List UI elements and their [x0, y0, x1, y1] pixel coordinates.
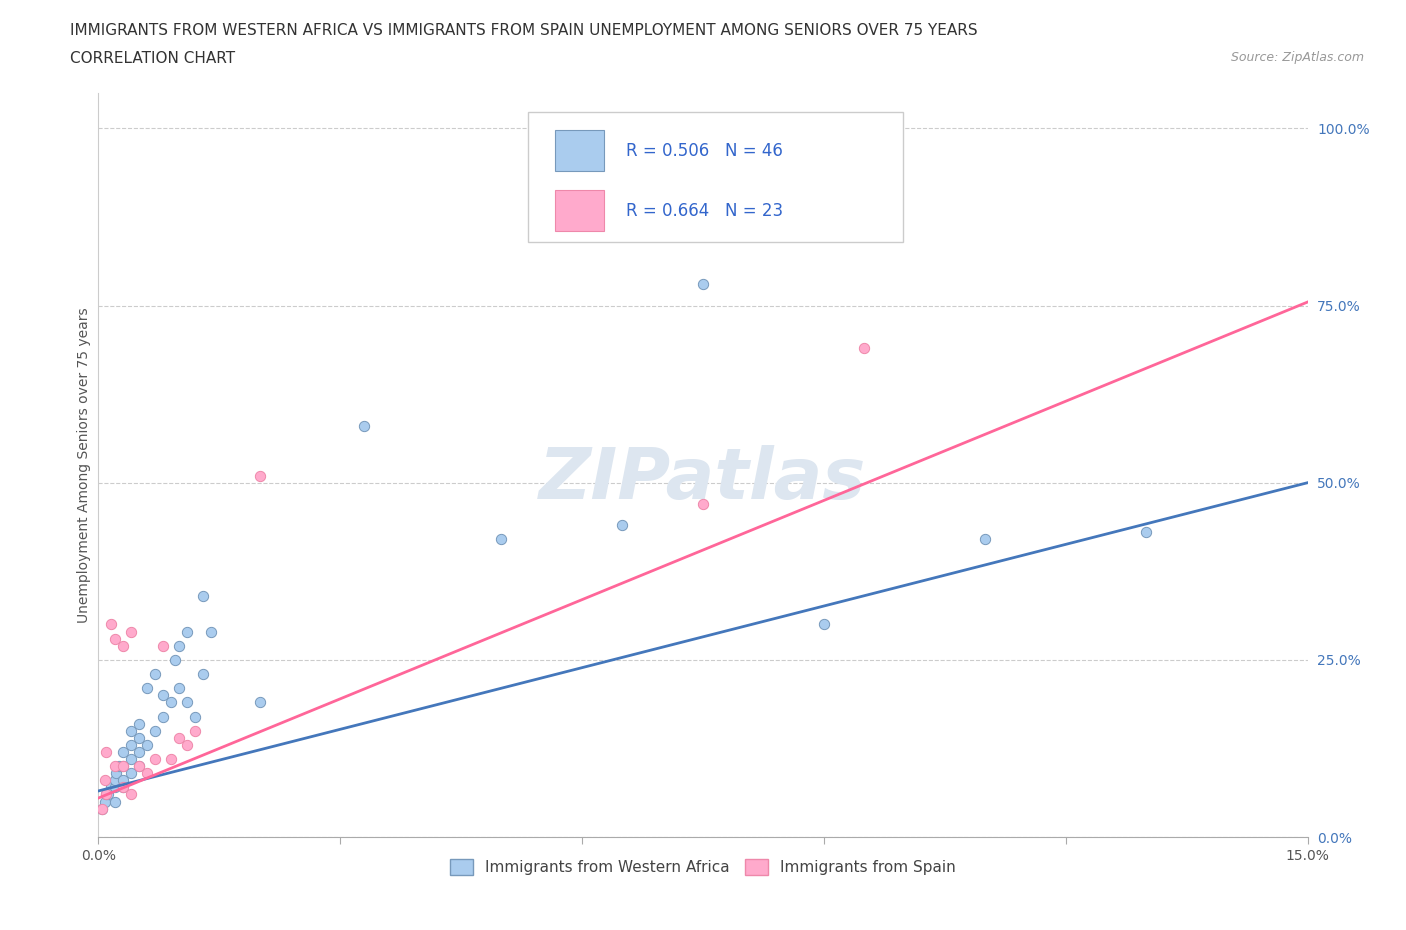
Point — [974, 532, 997, 547]
Point — [853, 340, 876, 355]
Point — [111, 638, 134, 653]
Text: CORRELATION CHART: CORRELATION CHART — [70, 51, 235, 66]
Point — [160, 695, 183, 710]
Point — [184, 724, 207, 738]
Point — [128, 745, 150, 760]
Point — [167, 638, 190, 653]
Point — [1135, 525, 1157, 539]
Point — [96, 745, 118, 760]
Point — [152, 709, 174, 724]
Point — [111, 759, 134, 774]
Point — [120, 737, 142, 752]
Point — [249, 468, 271, 483]
Point — [91, 802, 114, 817]
Point — [128, 759, 150, 774]
Point — [91, 802, 114, 817]
Point — [692, 277, 714, 292]
Point — [163, 653, 186, 668]
Legend: Immigrants from Western Africa, Immigrants from Spain: Immigrants from Western Africa, Immigran… — [443, 852, 963, 883]
Point — [160, 751, 183, 766]
Point — [120, 751, 142, 766]
Point — [135, 737, 157, 752]
FancyBboxPatch shape — [527, 112, 903, 242]
Point — [167, 730, 190, 745]
Point — [97, 787, 120, 802]
Point — [120, 724, 142, 738]
FancyBboxPatch shape — [555, 130, 603, 171]
Point — [120, 787, 142, 802]
Point — [152, 638, 174, 653]
Point — [128, 716, 150, 731]
Point — [167, 681, 190, 696]
Point — [249, 695, 271, 710]
Point — [103, 773, 125, 788]
Point — [135, 765, 157, 780]
Point — [103, 631, 125, 646]
Point — [94, 773, 117, 788]
Text: Source: ZipAtlas.com: Source: ZipAtlas.com — [1230, 51, 1364, 64]
Point — [184, 709, 207, 724]
Point — [353, 418, 375, 433]
Point — [96, 787, 118, 802]
Point — [111, 759, 134, 774]
Point — [103, 794, 125, 809]
Point — [176, 624, 198, 639]
Point — [111, 780, 134, 795]
Point — [128, 759, 150, 774]
Point — [120, 765, 142, 780]
Point — [612, 518, 634, 533]
Text: ZIPatlas: ZIPatlas — [540, 445, 866, 514]
Point — [120, 624, 142, 639]
Point — [692, 497, 714, 512]
Point — [143, 667, 166, 682]
Point — [491, 532, 513, 547]
Point — [176, 695, 198, 710]
Point — [111, 745, 134, 760]
Point — [200, 624, 222, 639]
Point — [176, 737, 198, 752]
Text: R = 0.506   N = 46: R = 0.506 N = 46 — [626, 142, 783, 160]
Point — [100, 617, 122, 631]
Point — [135, 681, 157, 696]
Point — [193, 589, 215, 604]
Point — [96, 787, 118, 802]
Point — [103, 780, 125, 795]
Point — [111, 780, 134, 795]
FancyBboxPatch shape — [555, 190, 603, 231]
Point — [100, 780, 122, 795]
Text: R = 0.664   N = 23: R = 0.664 N = 23 — [626, 202, 783, 219]
Point — [143, 724, 166, 738]
Y-axis label: Unemployment Among Seniors over 75 years: Unemployment Among Seniors over 75 years — [77, 307, 91, 623]
Point — [105, 765, 128, 780]
Point — [103, 759, 125, 774]
Point — [143, 751, 166, 766]
Point — [107, 759, 129, 774]
Text: IMMIGRANTS FROM WESTERN AFRICA VS IMMIGRANTS FROM SPAIN UNEMPLOYMENT AMONG SENIO: IMMIGRANTS FROM WESTERN AFRICA VS IMMIGR… — [70, 23, 979, 38]
Point — [128, 730, 150, 745]
Point — [193, 667, 215, 682]
Point — [152, 688, 174, 703]
Point — [94, 794, 117, 809]
Point — [111, 773, 134, 788]
Point — [813, 617, 835, 631]
